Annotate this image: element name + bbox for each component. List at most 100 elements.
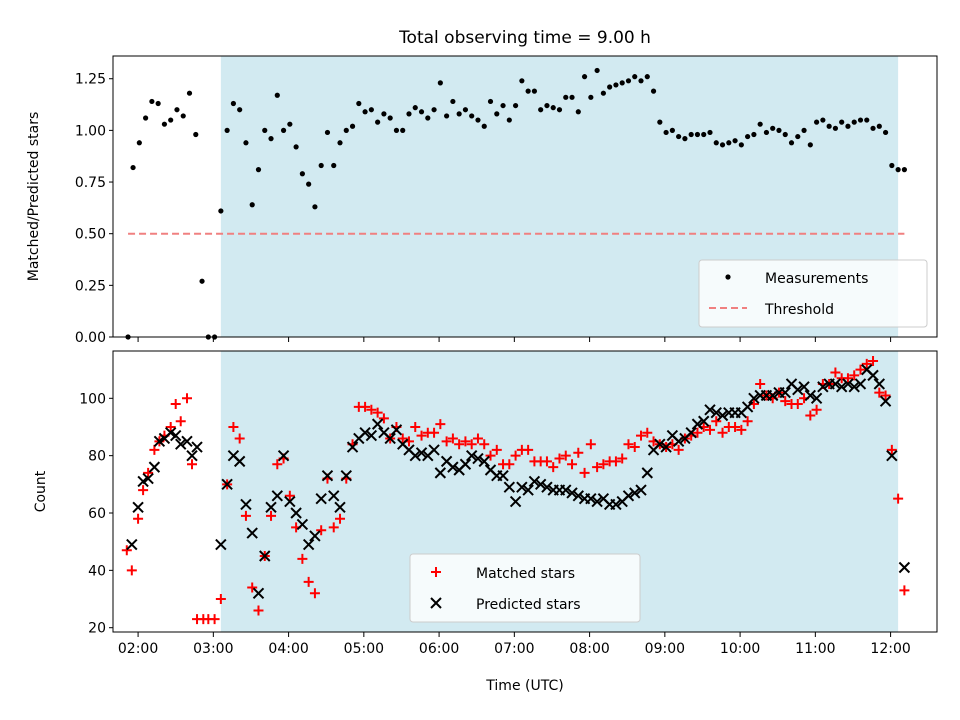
predicted-star-point <box>497 470 509 482</box>
predicted-star-point <box>296 518 309 531</box>
predicted-star-point <box>415 447 428 459</box>
measurement-point <box>469 113 475 119</box>
bottom-marks <box>121 356 911 625</box>
measurement-point <box>218 208 224 214</box>
top-chart-title: Total observing time = 9.00 h <box>398 28 651 48</box>
measurement-point <box>193 131 199 138</box>
predicted-star-point <box>698 415 710 427</box>
measurement-point <box>312 204 318 210</box>
measurement-point <box>726 140 732 146</box>
predicted-star-point <box>560 484 572 496</box>
matched-star-point <box>303 576 314 587</box>
predicted-star-point <box>854 378 867 390</box>
measurement-point <box>487 98 494 105</box>
measurement-point <box>745 133 751 140</box>
predicted-star-point <box>384 432 396 445</box>
predicted-star-point <box>622 490 635 502</box>
matched-star-point <box>472 433 483 444</box>
measurement-point <box>625 78 632 84</box>
matched-star-point <box>228 421 239 432</box>
matched-star-point <box>454 439 465 450</box>
matched-star-point <box>272 459 283 470</box>
matched-star-point <box>899 585 910 596</box>
matched-star-point <box>126 565 137 576</box>
measurement-point <box>418 109 425 115</box>
top-marks <box>125 67 907 340</box>
predicted-star-point <box>265 501 277 513</box>
matched-star-point <box>266 510 277 521</box>
measurement-point <box>136 140 142 146</box>
matched-star-point <box>623 439 634 450</box>
measurement-point <box>324 129 331 136</box>
measurement-point <box>531 88 538 94</box>
measurement-point <box>262 127 268 133</box>
predicted-star-point <box>390 424 403 436</box>
matched-star-point <box>253 605 264 616</box>
predicted-legend-label: Predicted stars <box>476 597 581 613</box>
matched-legend-marker <box>431 567 441 577</box>
matched-star-point <box>673 444 684 455</box>
measurement-point <box>161 121 168 127</box>
y-tick-label: 20 <box>88 621 106 637</box>
measurement-point <box>588 94 594 100</box>
measurement-point <box>368 107 374 113</box>
matched-star-point <box>704 424 715 435</box>
matched-star-point <box>736 424 747 435</box>
matched-star-point <box>447 433 458 444</box>
measurement-point <box>481 123 487 129</box>
measurement-point <box>770 125 776 131</box>
measurement-point <box>155 100 161 107</box>
matched-star-point <box>842 373 853 384</box>
predicted-star-point <box>365 429 378 442</box>
measurement-point <box>644 74 650 80</box>
matched-star-point <box>240 510 251 521</box>
measurement-point <box>650 88 657 94</box>
bottom-y-axis-label: Count <box>33 470 49 512</box>
measurement-point <box>864 117 870 123</box>
measurement-point <box>174 107 180 113</box>
measurement-point <box>694 131 701 138</box>
predicted-star-point <box>334 501 346 513</box>
measurement-point <box>450 98 456 105</box>
matched-star-point <box>861 358 872 369</box>
matched-star-point <box>523 444 534 455</box>
matched-star-point <box>598 459 609 470</box>
measurement-point <box>444 113 450 119</box>
predicted-star-point <box>798 381 810 393</box>
measurement-point <box>795 133 801 140</box>
matched-star-point <box>579 467 590 478</box>
predicted-star-point <box>503 481 516 493</box>
measurement-point <box>255 167 262 173</box>
predicted-star-point <box>817 381 829 393</box>
top-legend: Measurements Threshold <box>698 259 928 328</box>
matched-star-point <box>360 401 371 412</box>
measurement-point <box>757 121 763 127</box>
measurement-point <box>306 181 312 187</box>
measurement-point <box>701 131 707 138</box>
measurement-point <box>751 131 757 138</box>
measurement-point <box>657 119 663 125</box>
matched-star-point <box>429 427 440 438</box>
measurement-point <box>381 111 387 117</box>
matched-star-point <box>874 387 885 398</box>
y-tick-label: 40 <box>88 563 106 579</box>
matched-star-point <box>711 416 722 427</box>
measurement-point <box>807 142 813 148</box>
matched-star-point <box>567 459 578 470</box>
predicted-star-point <box>691 418 704 430</box>
matched-star-point <box>636 430 647 441</box>
predicted-star-point <box>215 538 227 551</box>
predicted-star-point <box>534 478 547 491</box>
y-tick-label: 80 <box>88 449 106 465</box>
measurement-point <box>431 107 437 113</box>
measurement-point <box>882 129 889 136</box>
matched-legend-label: Matched stars <box>476 566 575 582</box>
matched-star-point <box>149 444 160 455</box>
matched-star-point <box>247 582 258 593</box>
predicted-star-point <box>635 484 647 496</box>
top-y-axis-label: Matched/Predicted stars <box>26 112 42 282</box>
x-tick-label: 07:00 <box>494 641 534 657</box>
matched-star-point <box>742 416 753 427</box>
top-x-axis <box>137 337 892 342</box>
predicted-star-point <box>459 458 472 470</box>
